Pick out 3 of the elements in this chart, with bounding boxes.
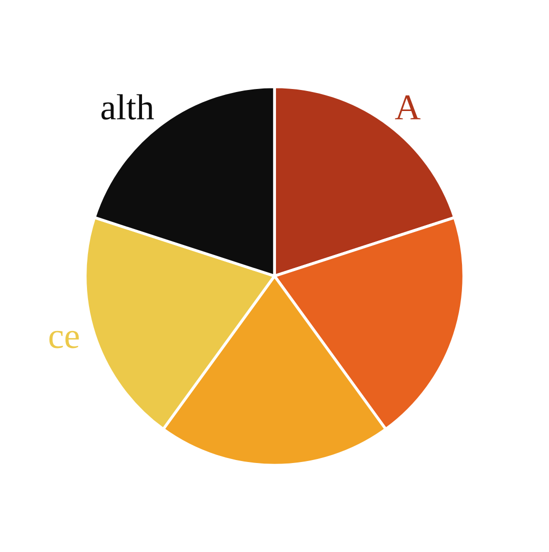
slice-label: A <box>395 95 420 120</box>
slice-label: ce <box>49 330 79 348</box>
slice-label: alth <box>101 94 154 120</box>
